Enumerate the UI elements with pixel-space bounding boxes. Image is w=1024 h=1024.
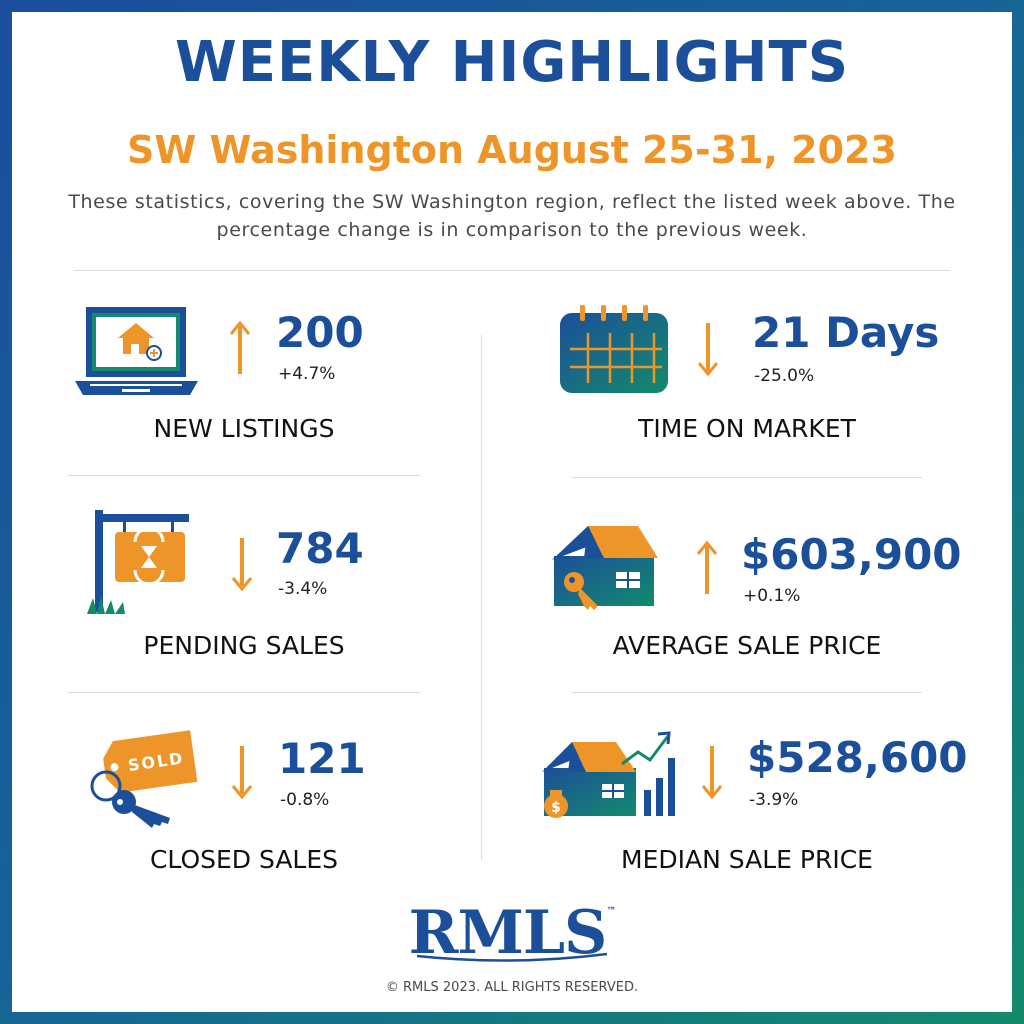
pending-sales-change: -3.4%: [278, 579, 328, 599]
average-sale-price-label: AVERAGE SALE PRICE: [612, 631, 882, 660]
house-key-icon: [552, 526, 658, 610]
svg-text:$: $: [551, 800, 561, 816]
copyright-text: © RMLS 2023. ALL RIGHTS RESERVED.: [385, 980, 639, 995]
left-divider-1: [68, 475, 420, 476]
right-divider-2: [572, 692, 922, 693]
pending-sales-label: PENDING SALES: [143, 631, 345, 660]
closed-sales-value: 121: [278, 734, 366, 783]
time-on-market-change: -25.0%: [754, 366, 815, 386]
new-listings-change: +4.7%: [278, 364, 336, 384]
average-sale-price-change: +0.1%: [743, 586, 801, 606]
closed-sales-label: CLOSED SALES: [149, 845, 339, 874]
header-divider: [74, 270, 950, 271]
closed-sales-change: -0.8%: [280, 790, 330, 810]
laptop-house-icon: [75, 307, 198, 395]
median-sale-price-value: $528,600: [747, 733, 968, 782]
page-title: WEEKLY HIGHLIGHTS: [174, 30, 850, 95]
left-divider-2: [68, 692, 420, 693]
page-description: These statistics, covering the SW Washin…: [68, 191, 956, 241]
arrow-up-icon: [229, 320, 251, 374]
right-divider-1: [572, 477, 922, 478]
column-divider: [481, 335, 482, 860]
calendar-icon: [560, 305, 668, 393]
average-sale-price-value: $603,900: [741, 530, 962, 579]
new-listings-value: 200: [276, 308, 364, 357]
time-on-market-label: TIME ON MARKET: [638, 414, 856, 443]
sold-tag-keys-icon: SOLD: [90, 730, 198, 828]
pending-sales-value: 784: [276, 524, 364, 573]
median-sale-price-label: MEDIAN SALE PRICE: [621, 845, 873, 874]
arrow-down-icon: [697, 323, 719, 377]
median-sale-price-change: -3.9%: [749, 790, 799, 810]
house-chart-icon: $: [542, 731, 675, 818]
arrow-down-icon: [231, 538, 253, 592]
for-sale-sign-icon: [87, 510, 189, 614]
new-listings-label: NEW LISTINGS: [153, 414, 335, 443]
trademark-symbol: ™: [606, 906, 616, 917]
time-on-market-value: 21 Days: [752, 308, 940, 357]
content-card: [12, 12, 1012, 1012]
logo-swoosh-icon: [416, 952, 608, 962]
page-subtitle: SW Washington August 25-31, 2023: [127, 128, 897, 172]
arrow-down-icon: [701, 746, 723, 800]
arrow-up-icon: [696, 540, 718, 594]
arrow-down-icon: [231, 746, 253, 800]
